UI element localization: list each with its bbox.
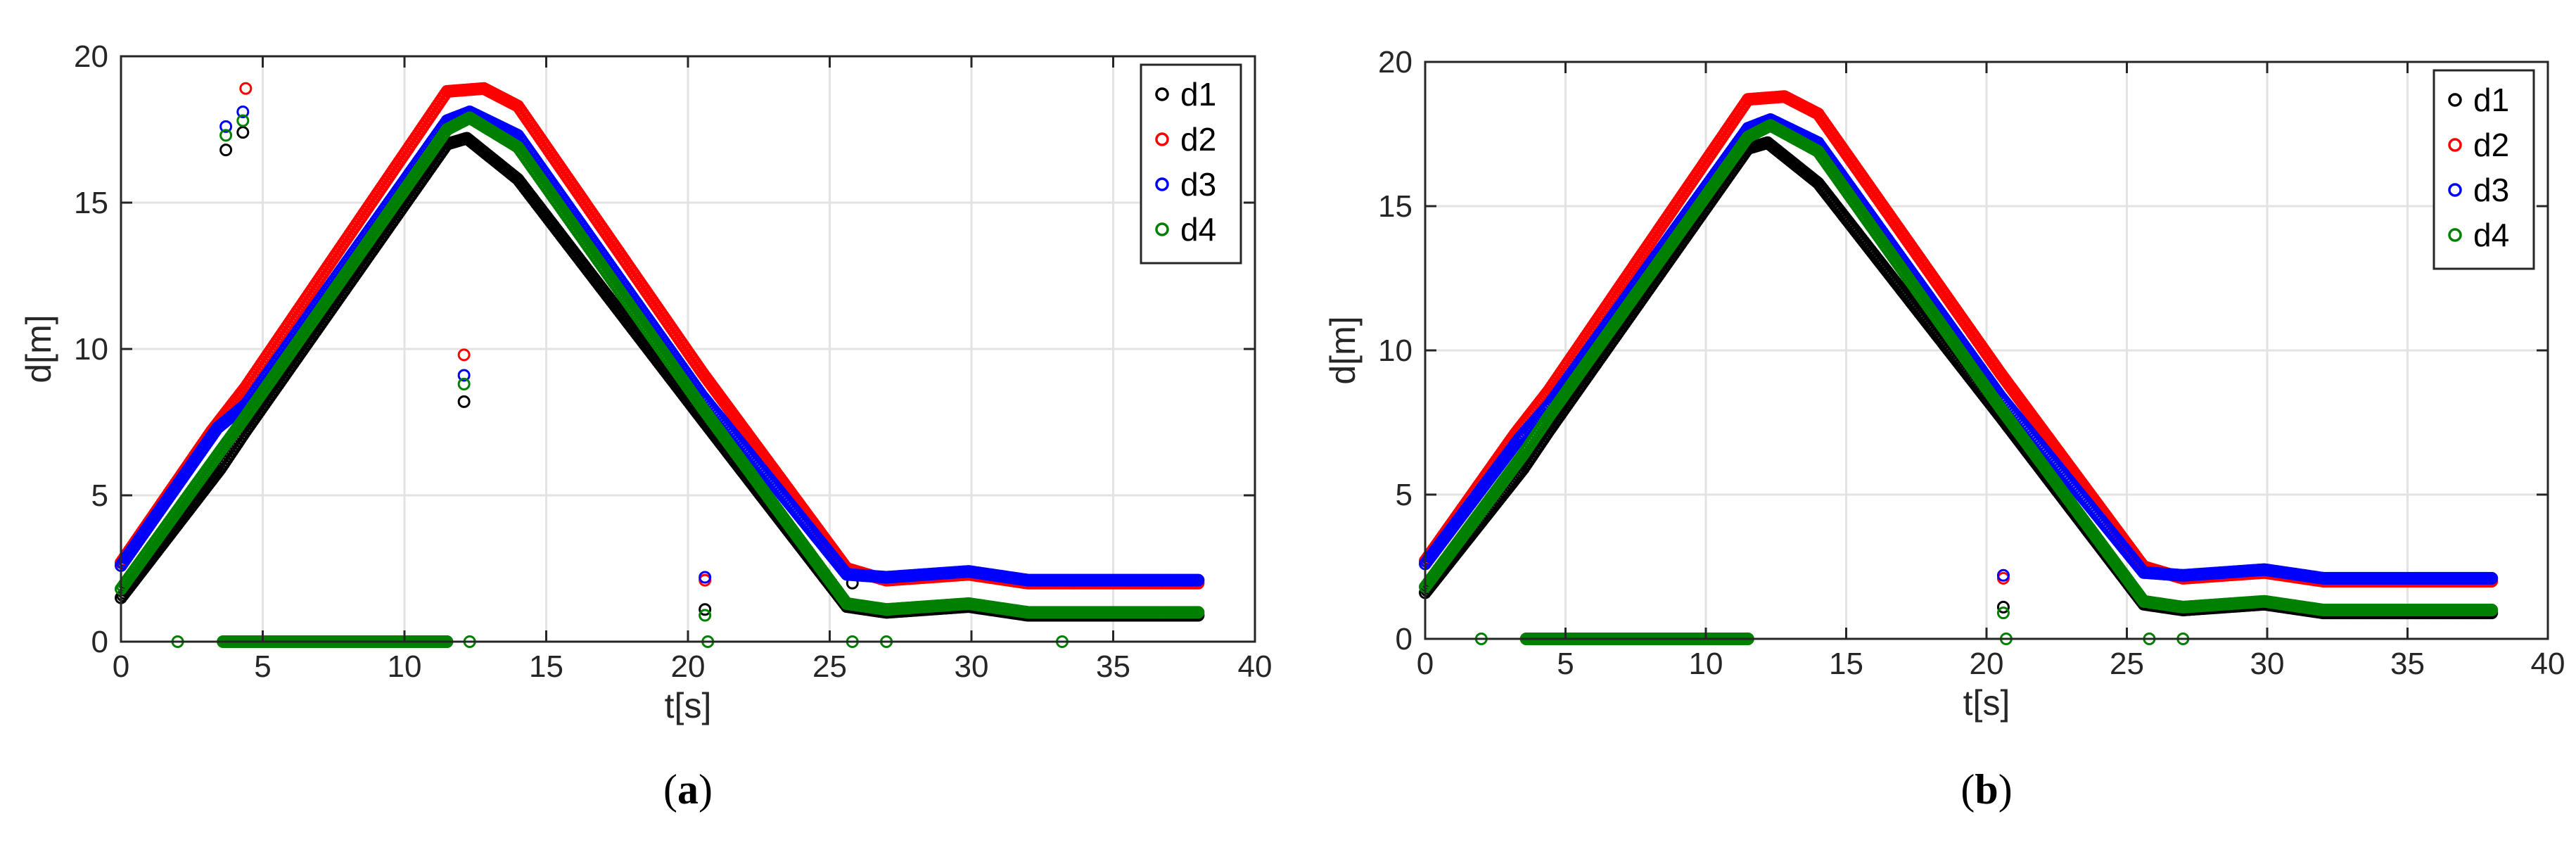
outlier-point-d3 — [236, 106, 250, 119]
outlier-point-d1 — [1996, 600, 2010, 614]
y-tick-label: 10 — [74, 332, 108, 367]
y-tick-label: 20 — [74, 39, 108, 74]
outlier-point-d2 — [457, 348, 471, 362]
caption-letter: a — [677, 766, 699, 813]
outlier-point-d1 — [457, 395, 471, 408]
outlier-point-d4 — [219, 129, 233, 142]
legend-label-d1: d1 — [1180, 76, 1216, 113]
caption-close: ) — [699, 766, 713, 813]
x-tick-label: 25 — [812, 649, 847, 684]
outlier-point-d1 — [699, 603, 712, 616]
outlier-point-d1 — [219, 144, 233, 157]
legend-marker-d4 — [1155, 222, 1169, 236]
series-d4 — [115, 111, 1205, 648]
x-tick-label: 0 — [113, 649, 129, 684]
y-tick-label: 0 — [91, 625, 108, 659]
x-tick-label: 5 — [254, 649, 271, 684]
legend-label-d4: d4 — [1180, 211, 1216, 248]
legend-label-d2: d2 — [1180, 121, 1216, 158]
caption-open: ( — [663, 766, 677, 813]
y-tick-label: 5 — [91, 478, 108, 513]
y-axis-label: d[m] — [19, 315, 58, 383]
outlier-point-d1 — [236, 126, 250, 139]
x-tick-label: 10 — [388, 649, 422, 684]
outlier-point-d4 — [236, 114, 250, 127]
panel-caption: (a) — [663, 766, 713, 813]
x-axis-label: t[s] — [665, 686, 712, 725]
legend-label-d3: d3 — [1180, 166, 1216, 203]
data-point-d4 — [1192, 606, 1205, 619]
outlier-point-d3 — [457, 369, 471, 382]
legend-marker-d3 — [1155, 177, 1169, 191]
outlier-point-d4 — [457, 377, 471, 390]
outlier-point-d2 — [239, 82, 253, 95]
outlier-point-d4 — [699, 609, 712, 622]
outlier-point-d3 — [219, 120, 233, 133]
data-point-d3 — [1192, 573, 1205, 587]
panel-a: 0 5 10 15 20 25 30 35 4005101520t[s]d[m]d1d2d3d4… — [19, 39, 1272, 813]
x-tick-label: 20 — [671, 649, 706, 684]
y-tick-label: 15 — [74, 186, 108, 220]
x-tick-label: 35 — [1096, 649, 1130, 684]
legend-marker-d2 — [1155, 132, 1169, 146]
panel-b: 0 5 10 15 20 25 30 35 4005101520t[s]d[m]d1d2d3d4… — [1323, 45, 2565, 813]
x-tick-label: 30 — [955, 649, 989, 684]
legend-marker-d1 — [1155, 87, 1169, 101]
x-tick-label: 40 — [1238, 649, 1273, 684]
legend: d1 d2 d3 d4 — [1140, 63, 1242, 265]
outlier-point-d3 — [699, 571, 712, 584]
x-tick-label: 15 — [529, 649, 563, 684]
